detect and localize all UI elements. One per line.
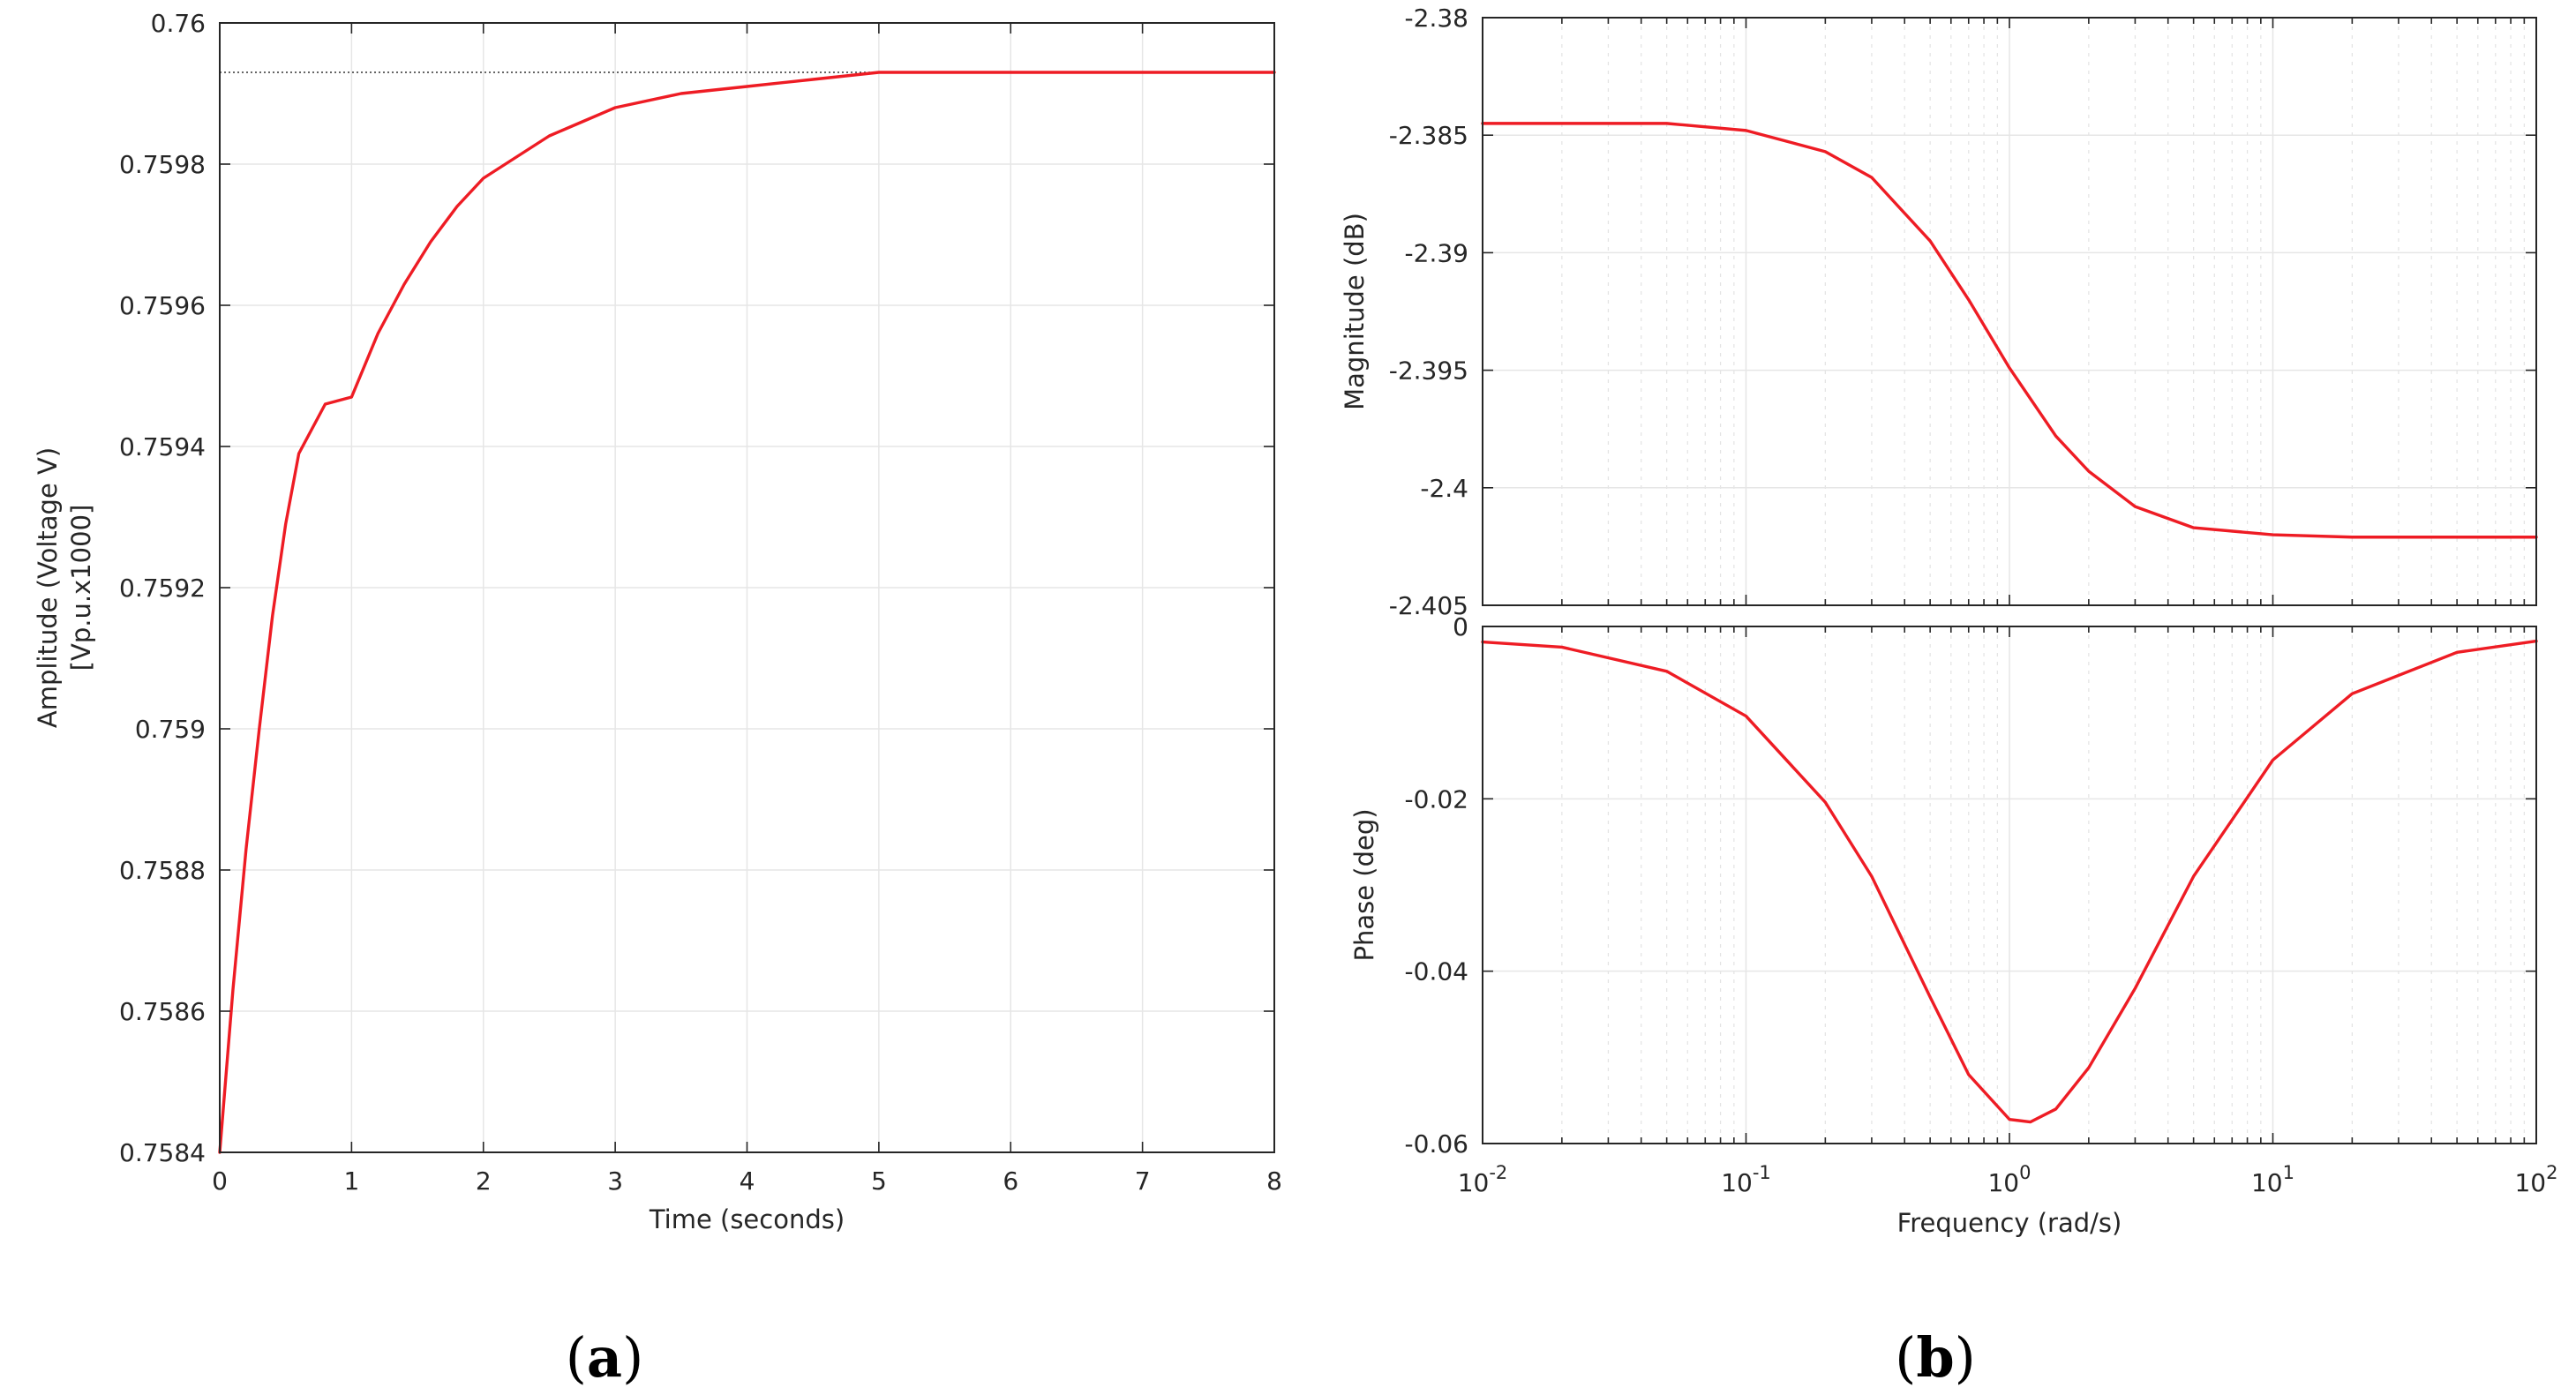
y-tick-label: -2.405 [1389,591,1468,620]
x-tick-label: 100 [1987,1162,2031,1197]
x-tick-base: 10 [1458,1168,1490,1197]
y-tick-label: 0.7598 [119,150,206,179]
x-tick-exponent: -2 [1489,1162,1507,1183]
x-tick-label: 4 [740,1166,755,1196]
step-response-line [218,71,1276,1154]
magnitude-line [1481,122,2538,539]
x-tick-label: 5 [871,1166,887,1196]
step-response-panel: 0 1 2 3 4 5 6 7 8 0.7584 0.7586 0.7588 0.759 0.7592 0.… [33,9,1282,1234]
step-response-x-axis-label: Time (seconds) [649,1204,845,1234]
y-tick-label: 0.7588 [119,856,206,885]
bode-x-axis-label: Frequency (rad/s) [1897,1208,2122,1238]
panel-label-b: (b) [1895,1325,1976,1390]
y-tick-label: -2.385 [1389,121,1468,150]
phase-line [1481,639,2538,1124]
x-tick-label: 6 [1003,1166,1018,1196]
x-tick-label: 2 [476,1166,492,1196]
x-tick-base: 10 [2514,1168,2546,1197]
y-tick-label: -2.395 [1389,356,1468,386]
magnitude-grid [1483,18,2536,605]
x-tick-label: 10-1 [1721,1162,1771,1197]
x-tick-label: 8 [1266,1166,1282,1196]
phase-grid [1483,626,2536,1144]
step-response-y-axis-label-line1: Amplitude (Voltage V) [33,447,63,728]
x-tick-exponent: 2 [2546,1162,2557,1183]
x-tick-label: 101 [2251,1162,2294,1197]
x-tick-exponent: 0 [2019,1162,2031,1183]
phase-y-axis-label: Phase (deg) [1349,808,1379,961]
panel-label-a-close: ) [622,1325,643,1390]
y-tick-label: 0.7592 [119,574,206,603]
y-tick-label: -0.06 [1405,1129,1468,1159]
panel-label-b-open: ( [1895,1325,1916,1390]
x-tick-exponent: 1 [2283,1162,2294,1183]
x-tick-label: 3 [607,1166,623,1196]
y-tick-label: -2.4 [1420,474,1468,503]
panel-label-a-open: ( [566,1325,587,1390]
y-tick-label: 0.7584 [119,1138,206,1167]
panel-label-a-letter: a [587,1325,622,1390]
x-tick-label: 10-2 [1458,1162,1508,1197]
y-tick-label: -2.39 [1405,238,1468,267]
step-response-y-axis-label-line2: [Vp.u.x1000] [66,505,96,671]
x-tick-label: 7 [1135,1166,1151,1196]
panel-label-a: (a) [566,1325,644,1390]
y-tick-label: 0 [1453,612,1468,641]
y-tick-label: 0.7594 [119,432,206,461]
bode-panel: -2.405 -2.4 -2.395 -2.39 -2.385 -2.38 -0.06 -0.… [1340,4,2558,1238]
x-tick-base: 10 [2251,1168,2283,1197]
y-tick-label: 0.759 [135,715,206,744]
x-tick-base: 10 [1721,1168,1753,1197]
y-tick-label: 0.7586 [119,997,206,1026]
y-tick-label: -0.04 [1405,957,1468,986]
y-tick-label: -0.02 [1405,784,1468,814]
x-tick-label: 102 [2514,1162,2557,1197]
step-response-ticks: 0 1 2 3 4 5 6 7 8 0.7584 0.7586 0.7588 0.759 0.7592 0.… [119,9,1282,1196]
x-tick-label: 1 [343,1166,359,1196]
x-tick-exponent: -1 [1753,1162,1771,1183]
step-response-grid [220,23,1274,1152]
y-tick-label: -2.38 [1405,4,1468,33]
magnitude-y-axis-label: Magnitude (dB) [1340,213,1370,410]
x-tick-base: 10 [1987,1168,2019,1197]
x-tick-label: 0 [212,1166,228,1196]
y-tick-label: 0.76 [151,9,206,38]
bode-ticks: -2.405 -2.4 -2.395 -2.39 -2.385 -2.38 -0.06 -0.… [1389,4,2558,1197]
panel-label-b-close: ) [1955,1325,1976,1390]
panel-label-b-letter: b [1916,1325,1954,1390]
y-tick-label: 0.7596 [119,291,206,320]
